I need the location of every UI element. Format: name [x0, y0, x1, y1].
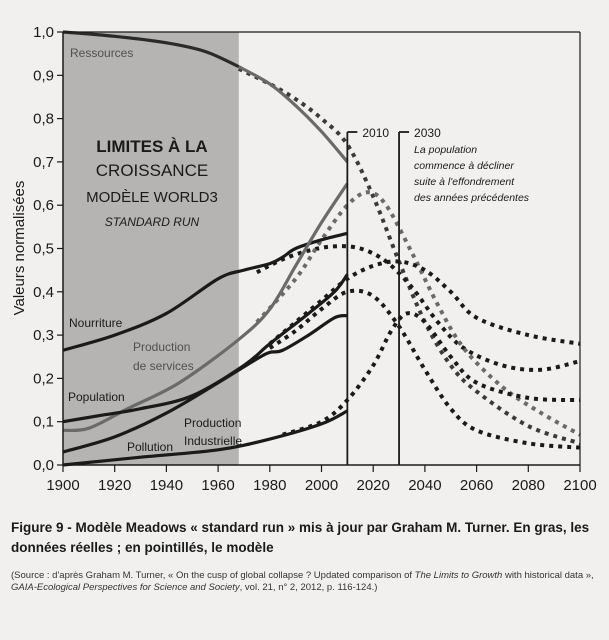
y-tick-label: 0,3 — [33, 327, 54, 344]
chart-title-line-4: STANDARD RUN — [105, 215, 200, 229]
y-axis-label: Valeurs normalisées — [11, 181, 28, 316]
x-tick-label: 1900 — [46, 477, 79, 494]
x-tick-label: 1940 — [150, 477, 183, 494]
source-text: (Source : d'après Graham M. Turner, « On… — [11, 570, 415, 581]
figure-caption: Figure 9 - Modèle Meadows « standard run… — [11, 520, 590, 555]
annotation-label-2010: 2010 — [362, 126, 389, 140]
y-tick-label: 0,6 — [33, 197, 54, 214]
annotations: 2010 2030 La population commence à décliner… — [346, 126, 530, 465]
x-tick-label: 2040 — [408, 477, 441, 494]
x-tick-label: 2100 — [563, 477, 596, 494]
series-production-industrielle-actual — [62, 314, 348, 454]
x-tick-label: 2000 — [305, 477, 338, 494]
chart-title-block: LIMITES À LA CROISSANCE MODÈLE WORLD3 ST… — [86, 137, 218, 229]
y-tick-label: 0,9 — [33, 67, 54, 84]
x-tick-label: 1920 — [98, 477, 131, 494]
chart-title-line-1: LIMITES À LA — [96, 137, 207, 156]
label-industrielle-line-2: Industrielle — [184, 434, 242, 448]
y-tick-label: 0,8 — [33, 111, 54, 128]
source-title-italic: GAIA-Ecological Perspectives for Science… — [11, 582, 240, 593]
y-tick-label: 0,7 — [33, 154, 54, 171]
x-tick-label: 2060 — [460, 477, 493, 494]
y-tick-label: 0,5 — [33, 241, 54, 258]
label-services-line-2: de services — [133, 359, 194, 373]
source-title-italic: The Limits to Growth — [414, 570, 503, 581]
y-tick-label: 0,0 — [33, 457, 54, 474]
label-ressources: Ressources — [70, 46, 133, 60]
axes: 0,0 0,1 0,2 0,3 0,4 0,5 0,6 0,7 0,8 0,9 1,0 1900 192… — [33, 24, 597, 494]
label-population: Population — [68, 390, 125, 404]
series-pollution-actual — [62, 409, 349, 467]
x-tick-label: 1960 — [201, 477, 234, 494]
figure-source: (Source : d'après Graham M. Turner, « On… — [11, 570, 601, 594]
series-ressources-actual — [62, 30, 240, 69]
series-production-de-services-model — [255, 190, 581, 437]
chart: 0,0 0,1 0,2 0,3 0,4 0,5 0,6 0,7 0,8 0,9 1,0 1900 192… — [11, 24, 597, 494]
y-tick-label: 0,1 — [33, 414, 54, 431]
annotation-text-line: commence à décliner — [414, 160, 514, 172]
source-text: , vol. 21, n° 2, 2012, p. 116-124.) — [239, 582, 378, 593]
y-tick-label: 1,0 — [33, 24, 54, 41]
annotation-text-line: suite à l'effondrement — [414, 176, 515, 188]
x-tick-label: 2020 — [357, 477, 390, 494]
chart-title-line-2: CROISSANCE — [96, 161, 208, 180]
series-pollution-model — [282, 311, 581, 437]
y-tick-label: 0,4 — [33, 284, 54, 301]
label-industrielle-line-1: Production — [184, 416, 241, 430]
label-nourriture: Nourriture — [69, 316, 123, 330]
chart-title-line-3: MODÈLE WORLD3 — [86, 189, 218, 206]
shaded-historical-region — [63, 32, 239, 465]
x-tick-label: 2080 — [512, 477, 545, 494]
label-services-line-1: Production — [133, 340, 190, 354]
label-pollution: Pollution — [127, 440, 173, 454]
annotation-text-line: La population — [414, 144, 477, 156]
annotation-text-line: des années précédentes — [414, 192, 530, 204]
series-labels: Ressources Nourriture Production de serv… — [68, 46, 242, 454]
x-tick-label: 1980 — [253, 477, 286, 494]
source-text: with historical data », — [502, 570, 594, 581]
series-production-de-services-actual — [62, 182, 349, 433]
annotation-label-2030: 2030 — [414, 126, 441, 140]
y-tick-label: 0,2 — [33, 370, 54, 387]
series-ressources-actual-recent — [238, 65, 349, 163]
series-ressources-model — [237, 67, 581, 446]
